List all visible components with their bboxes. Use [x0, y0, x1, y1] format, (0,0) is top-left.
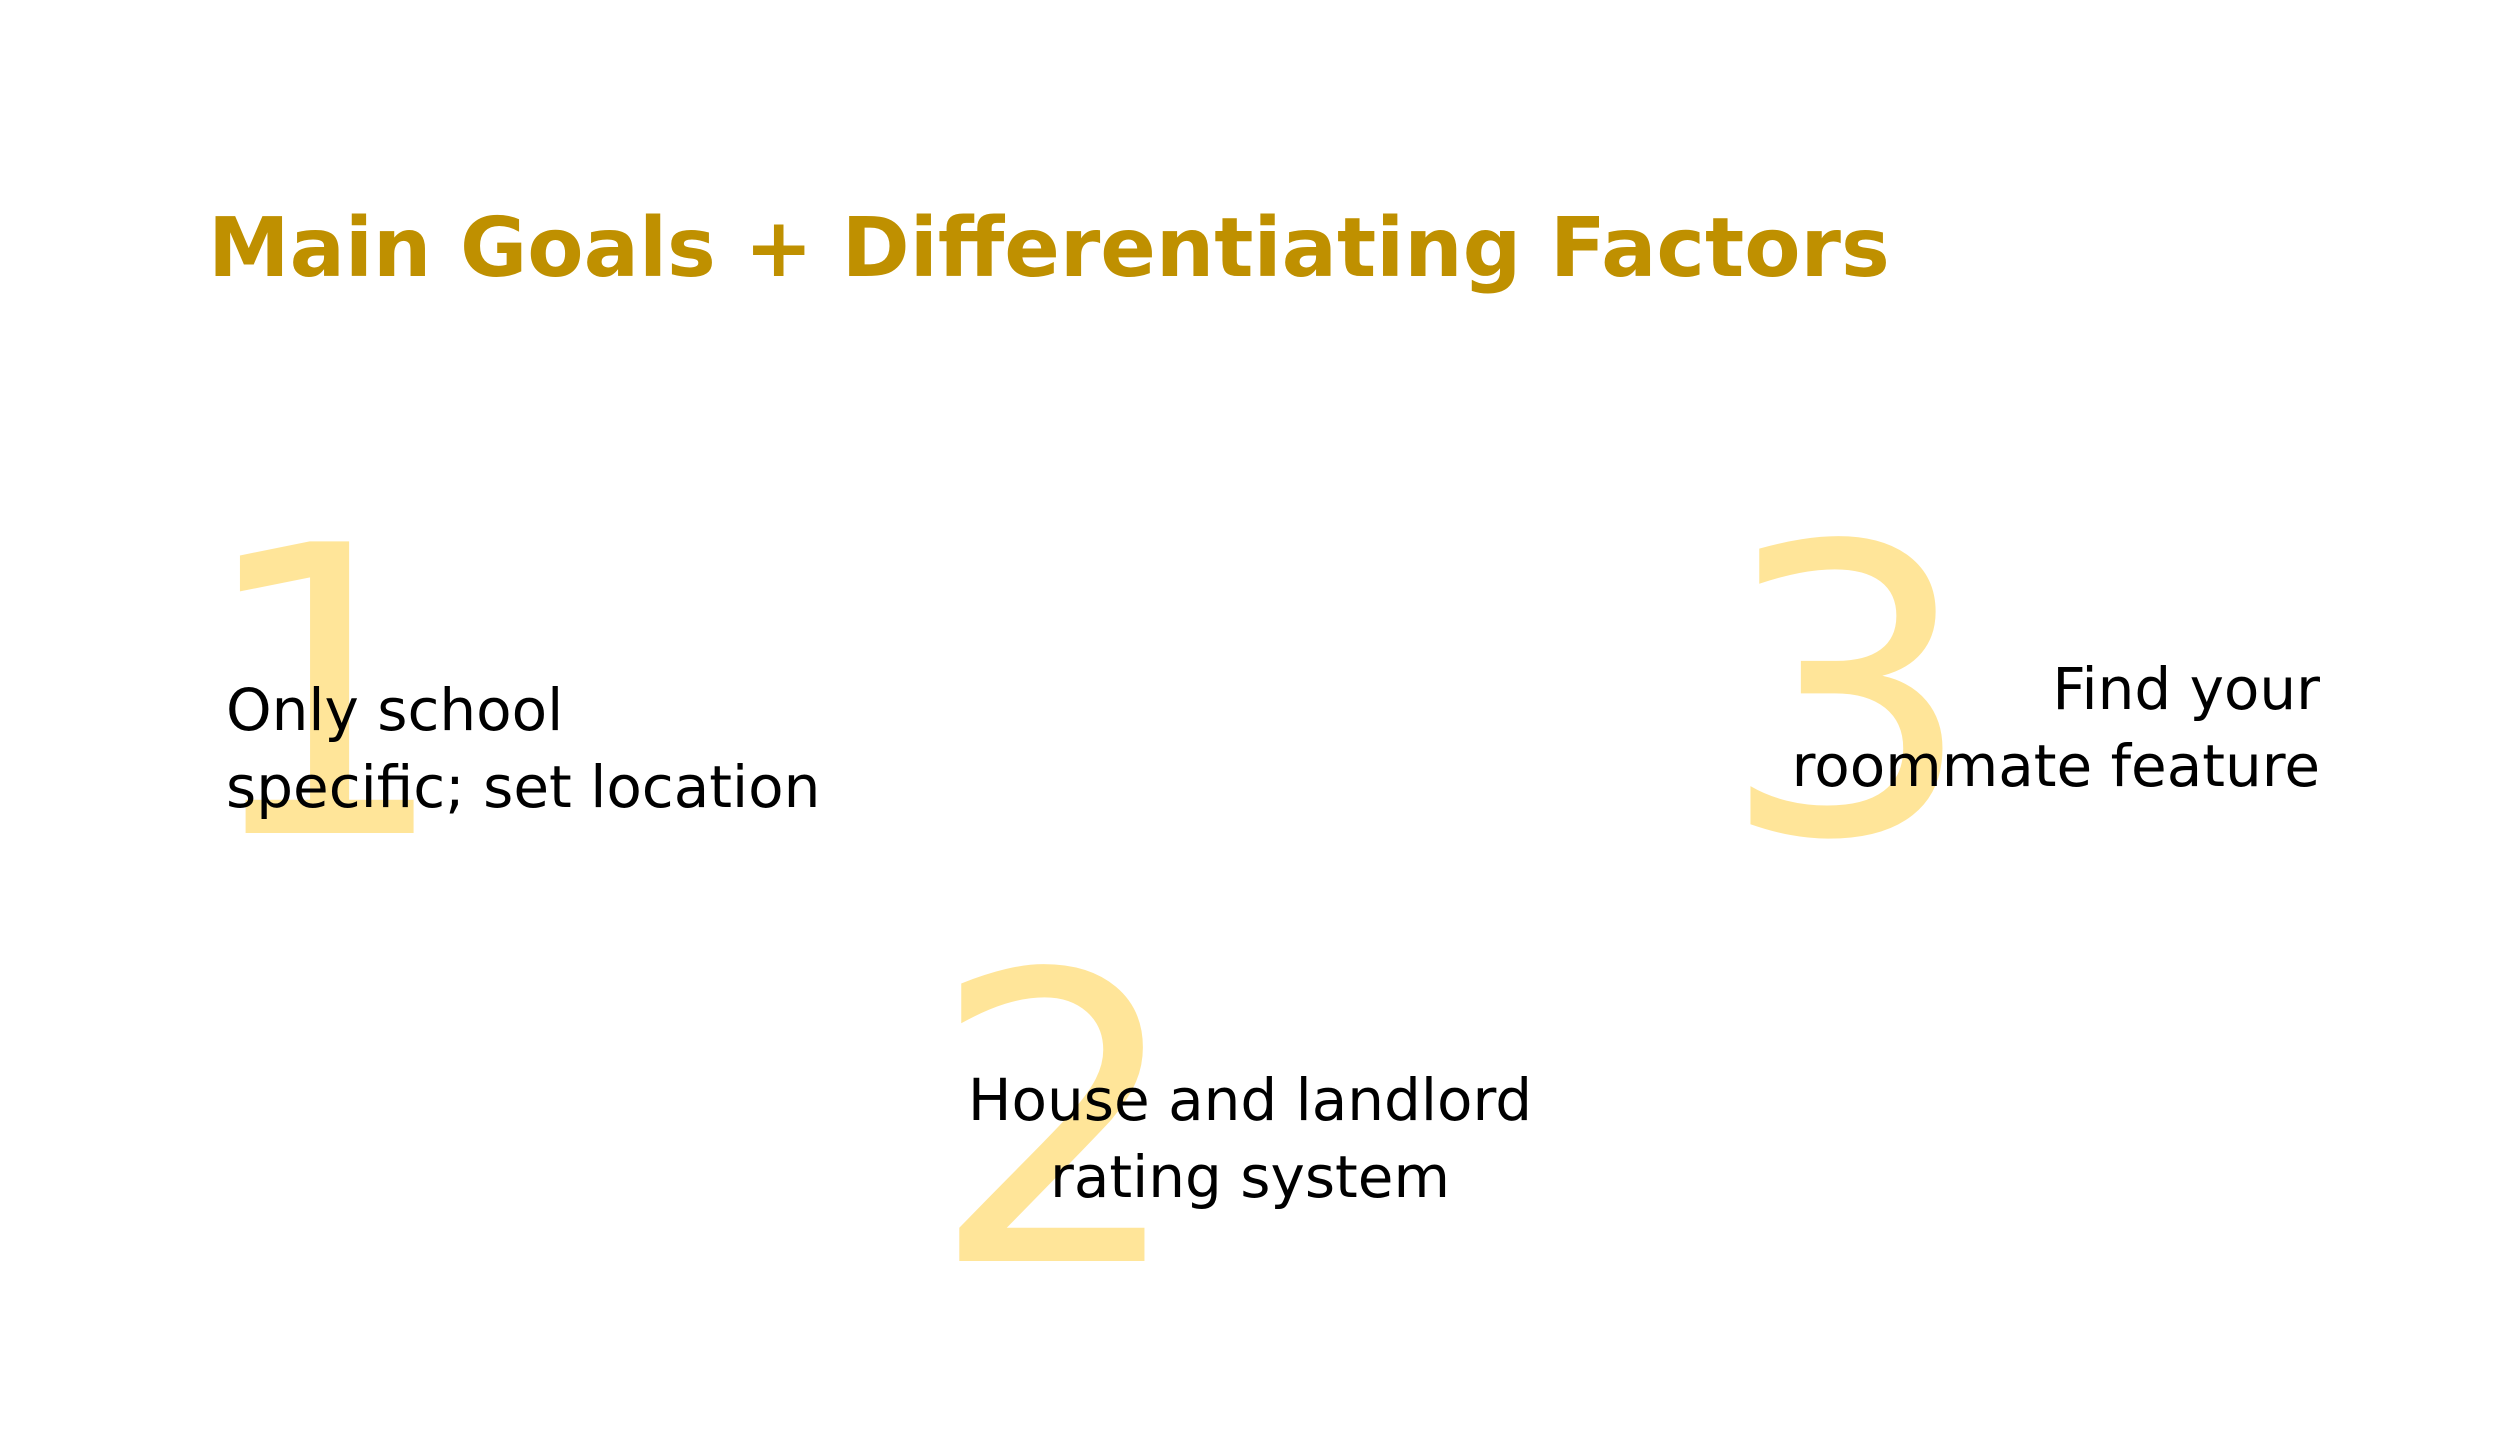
goal-number-2: 2	[930, 891, 1185, 1356]
goal-text-2: House and landlord rating system	[900, 1062, 1600, 1216]
goal-text-3-line-2: roommate feature	[1791, 732, 2320, 800]
goal-text-1: Only school specific; set location	[226, 672, 820, 826]
goal-text-2-line-2: rating system	[1050, 1143, 1450, 1211]
goal-text-1-line-1: Only school	[226, 676, 564, 744]
goal-text-2-line-1: House and landlord	[967, 1066, 1533, 1134]
goal-text-3: Find your roommate feature	[1720, 651, 2320, 805]
goal-text-3-line-1: Find your	[2052, 655, 2320, 723]
goal-number-1: 1	[196, 463, 451, 928]
slide-title: Main Goals + Differentiating Factors	[208, 201, 1890, 296]
goal-text-1-line-2: specific; set location	[226, 753, 821, 821]
goal-number-3: 3	[1720, 463, 1975, 928]
